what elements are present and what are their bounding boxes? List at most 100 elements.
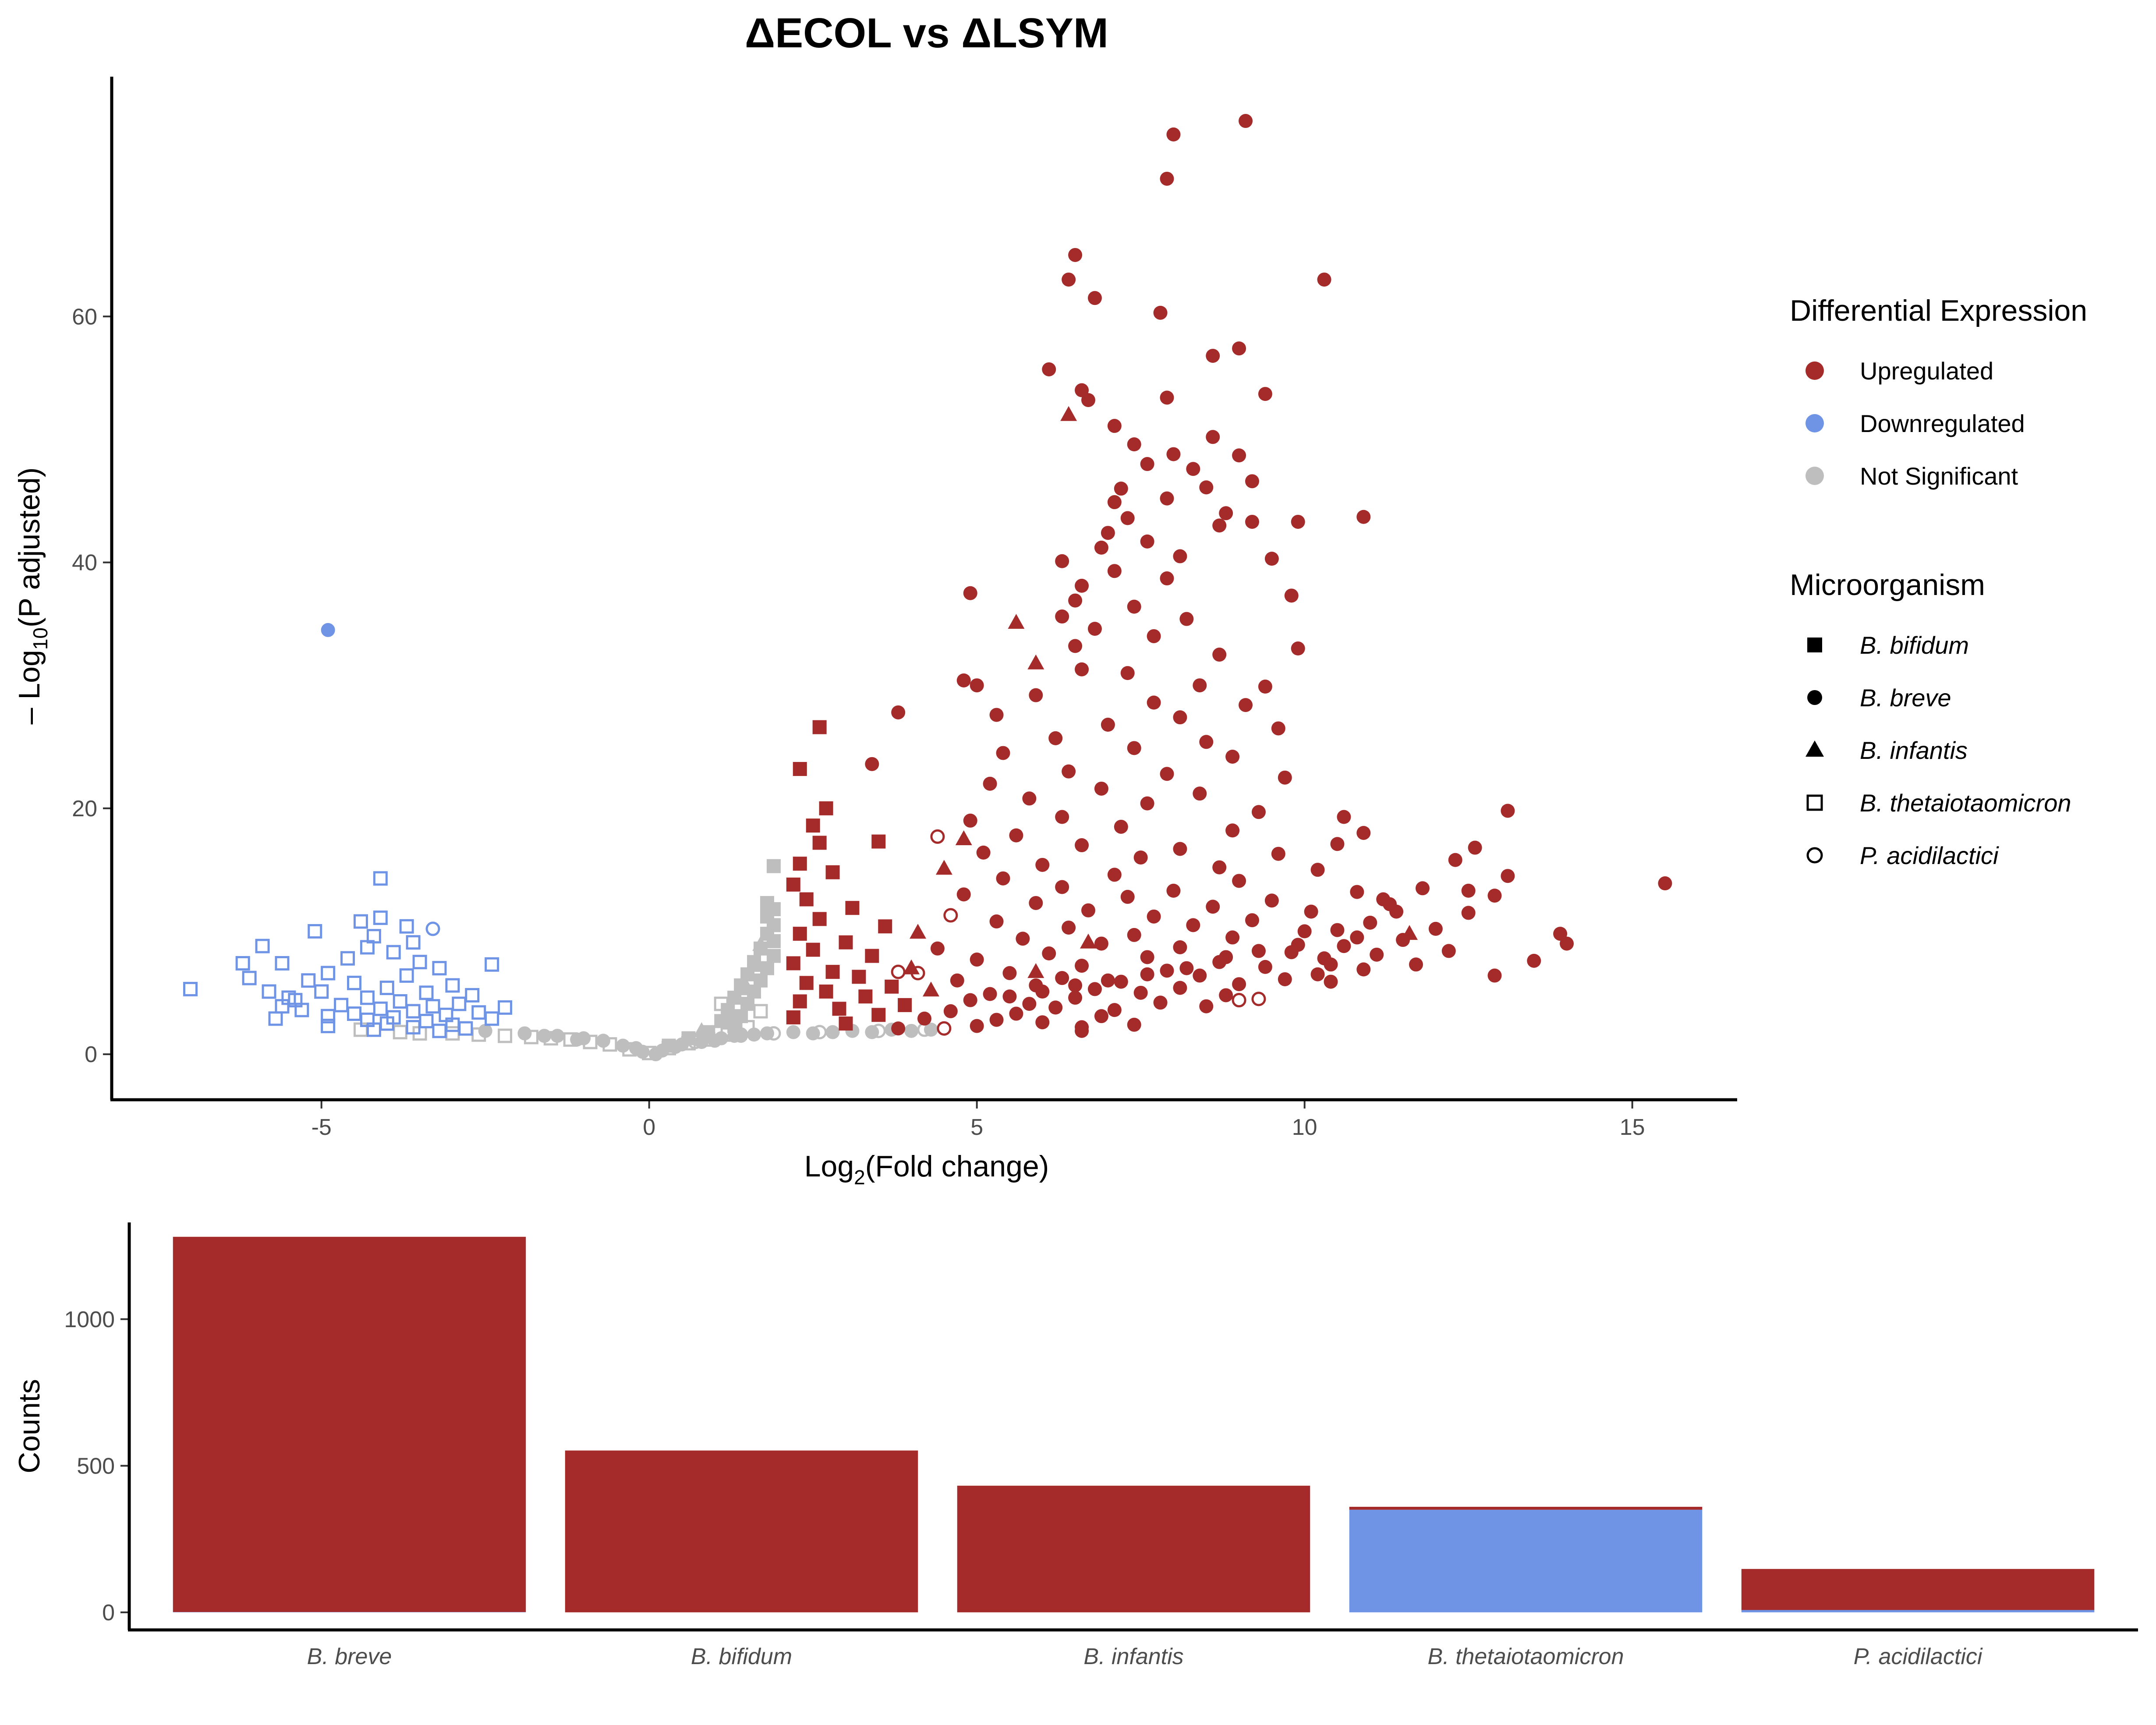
data-point-upregulated (1153, 995, 1168, 1010)
data-point-upregulated (1094, 1009, 1108, 1024)
data-point-upregulated (1035, 985, 1050, 999)
data-point-downregulated (412, 955, 427, 970)
data-point-upregulated (1160, 767, 1174, 781)
data-point-upregulated (1075, 662, 1089, 677)
data-point-upregulated (819, 801, 833, 815)
legend-key-not-significant (1806, 467, 1824, 485)
data-point-upregulated (1133, 985, 1148, 1000)
data-point-upregulated (989, 1013, 1004, 1027)
data-point-upregulated (891, 1021, 906, 1036)
data-point-upregulated (1022, 997, 1037, 1011)
data-point-upregulated (1363, 915, 1377, 930)
data-point-downregulated (485, 1011, 499, 1026)
data-point-upregulated (1068, 991, 1083, 1005)
data-point-upregulated (1042, 362, 1056, 376)
data-point-upregulated (1094, 781, 1108, 796)
data-point-upregulated (858, 989, 873, 1004)
data-point-downregulated (301, 973, 316, 988)
data-point-upregulated (793, 994, 807, 1009)
data-point-upregulated (878, 919, 892, 934)
data-point-upregulated (1239, 698, 1253, 712)
data-point-upregulated (1527, 953, 1541, 968)
data-point-upregulated (1055, 810, 1069, 824)
legend-label-b-bifidum: B. bifidum (1860, 631, 1969, 659)
data-point-upregulated (930, 829, 945, 844)
data-point-downregulated (399, 968, 414, 983)
data-point-upregulated (793, 762, 807, 776)
legend-shape-b-breve (1807, 690, 1822, 705)
data-point-upregulated (898, 998, 912, 1012)
data-point-upregulated (1087, 622, 1102, 636)
data-point-upregulated (937, 1021, 952, 1036)
data-point-not-significant (740, 997, 755, 1011)
data-point-upregulated (799, 976, 814, 990)
data-point-upregulated (1193, 968, 1207, 983)
data-point-not-significant (727, 991, 742, 1005)
data-point-upregulated (1219, 988, 1233, 1002)
legend-label-upregulated: Upregulated (1860, 357, 1993, 385)
data-point-upregulated (917, 1011, 931, 1026)
bar-category-label: B. thetaiotaomicron (1427, 1644, 1624, 1669)
data-point-upregulated (956, 887, 971, 902)
data-point-upregulated (1225, 749, 1240, 764)
data-point-not-significant (904, 1024, 919, 1038)
data-point-upregulated (1251, 944, 1266, 958)
data-point-upregulated (963, 993, 977, 1007)
data-point-upregulated (1120, 511, 1135, 525)
data-point-upregulated (1068, 978, 1083, 992)
data-point-upregulated (1232, 448, 1246, 463)
data-point-upregulated (1330, 837, 1345, 851)
data-point-upregulated (1324, 957, 1338, 972)
legend-label-downregulated: Downregulated (1860, 410, 2025, 437)
data-point-downregulated (425, 999, 440, 1014)
data-point-downregulated (183, 981, 198, 996)
data-point-upregulated (865, 949, 879, 963)
data-point-upregulated (1245, 474, 1259, 489)
data-point-upregulated (930, 941, 945, 956)
bar-category-label: B. bifidum (691, 1644, 792, 1669)
data-point-upregulated (1127, 599, 1141, 614)
data-point-upregulated (1389, 904, 1404, 919)
data-point-upregulated (1166, 883, 1181, 898)
data-point-downregulated (386, 945, 401, 960)
data-point-upregulated (1127, 1017, 1141, 1032)
legend-label-p-acidilactici: P. acidilactici (1860, 842, 1999, 869)
bar-b-breve-upregulated (173, 1236, 526, 1612)
data-point-upregulated (1160, 390, 1174, 405)
data-point-upregulated (1062, 273, 1076, 287)
data-point-not-significant (753, 1004, 768, 1019)
legend-label-b-thetaiotaomicron: B. thetaiotaomicron (1860, 789, 2071, 817)
data-point-upregulated (1140, 534, 1154, 549)
data-point-upregulated (1310, 967, 1325, 981)
data-point-upregulated (1350, 885, 1364, 899)
data-point-upregulated (1147, 909, 1161, 924)
y-title-subscript: 10 (29, 627, 52, 650)
data-point-not-significant (719, 1005, 736, 1020)
y-tick-label: 0 (85, 1042, 97, 1067)
data-point-not-significant (662, 1038, 676, 1053)
data-point-upregulated (1114, 819, 1128, 834)
data-point-upregulated (1356, 510, 1371, 524)
data-point-not-significant (739, 980, 756, 995)
data-point-downregulated (485, 957, 499, 972)
data-point-upregulated (1251, 805, 1266, 819)
data-point-upregulated (1160, 171, 1174, 186)
data-point-upregulated (1055, 554, 1069, 568)
data-point-upregulated (1075, 959, 1089, 973)
data-point-upregulated (1232, 874, 1246, 888)
data-point-upregulated (1337, 810, 1351, 824)
data-point-upregulated (1225, 823, 1240, 838)
data-point-upregulated (1356, 825, 1371, 840)
data-point-not-significant (825, 1025, 840, 1039)
data-point-upregulated (1075, 383, 1089, 397)
data-point-upregulated (1441, 944, 1456, 958)
data-point-upregulated (1027, 963, 1044, 978)
data-point-upregulated (963, 813, 977, 828)
data-point-upregulated (1087, 291, 1102, 305)
data-point-downregulated (432, 961, 447, 976)
data-point-upregulated (1062, 921, 1076, 935)
data-point-upregulated (865, 757, 879, 771)
data-point-downregulated (393, 994, 407, 1009)
data-point-upregulated (1186, 462, 1200, 476)
